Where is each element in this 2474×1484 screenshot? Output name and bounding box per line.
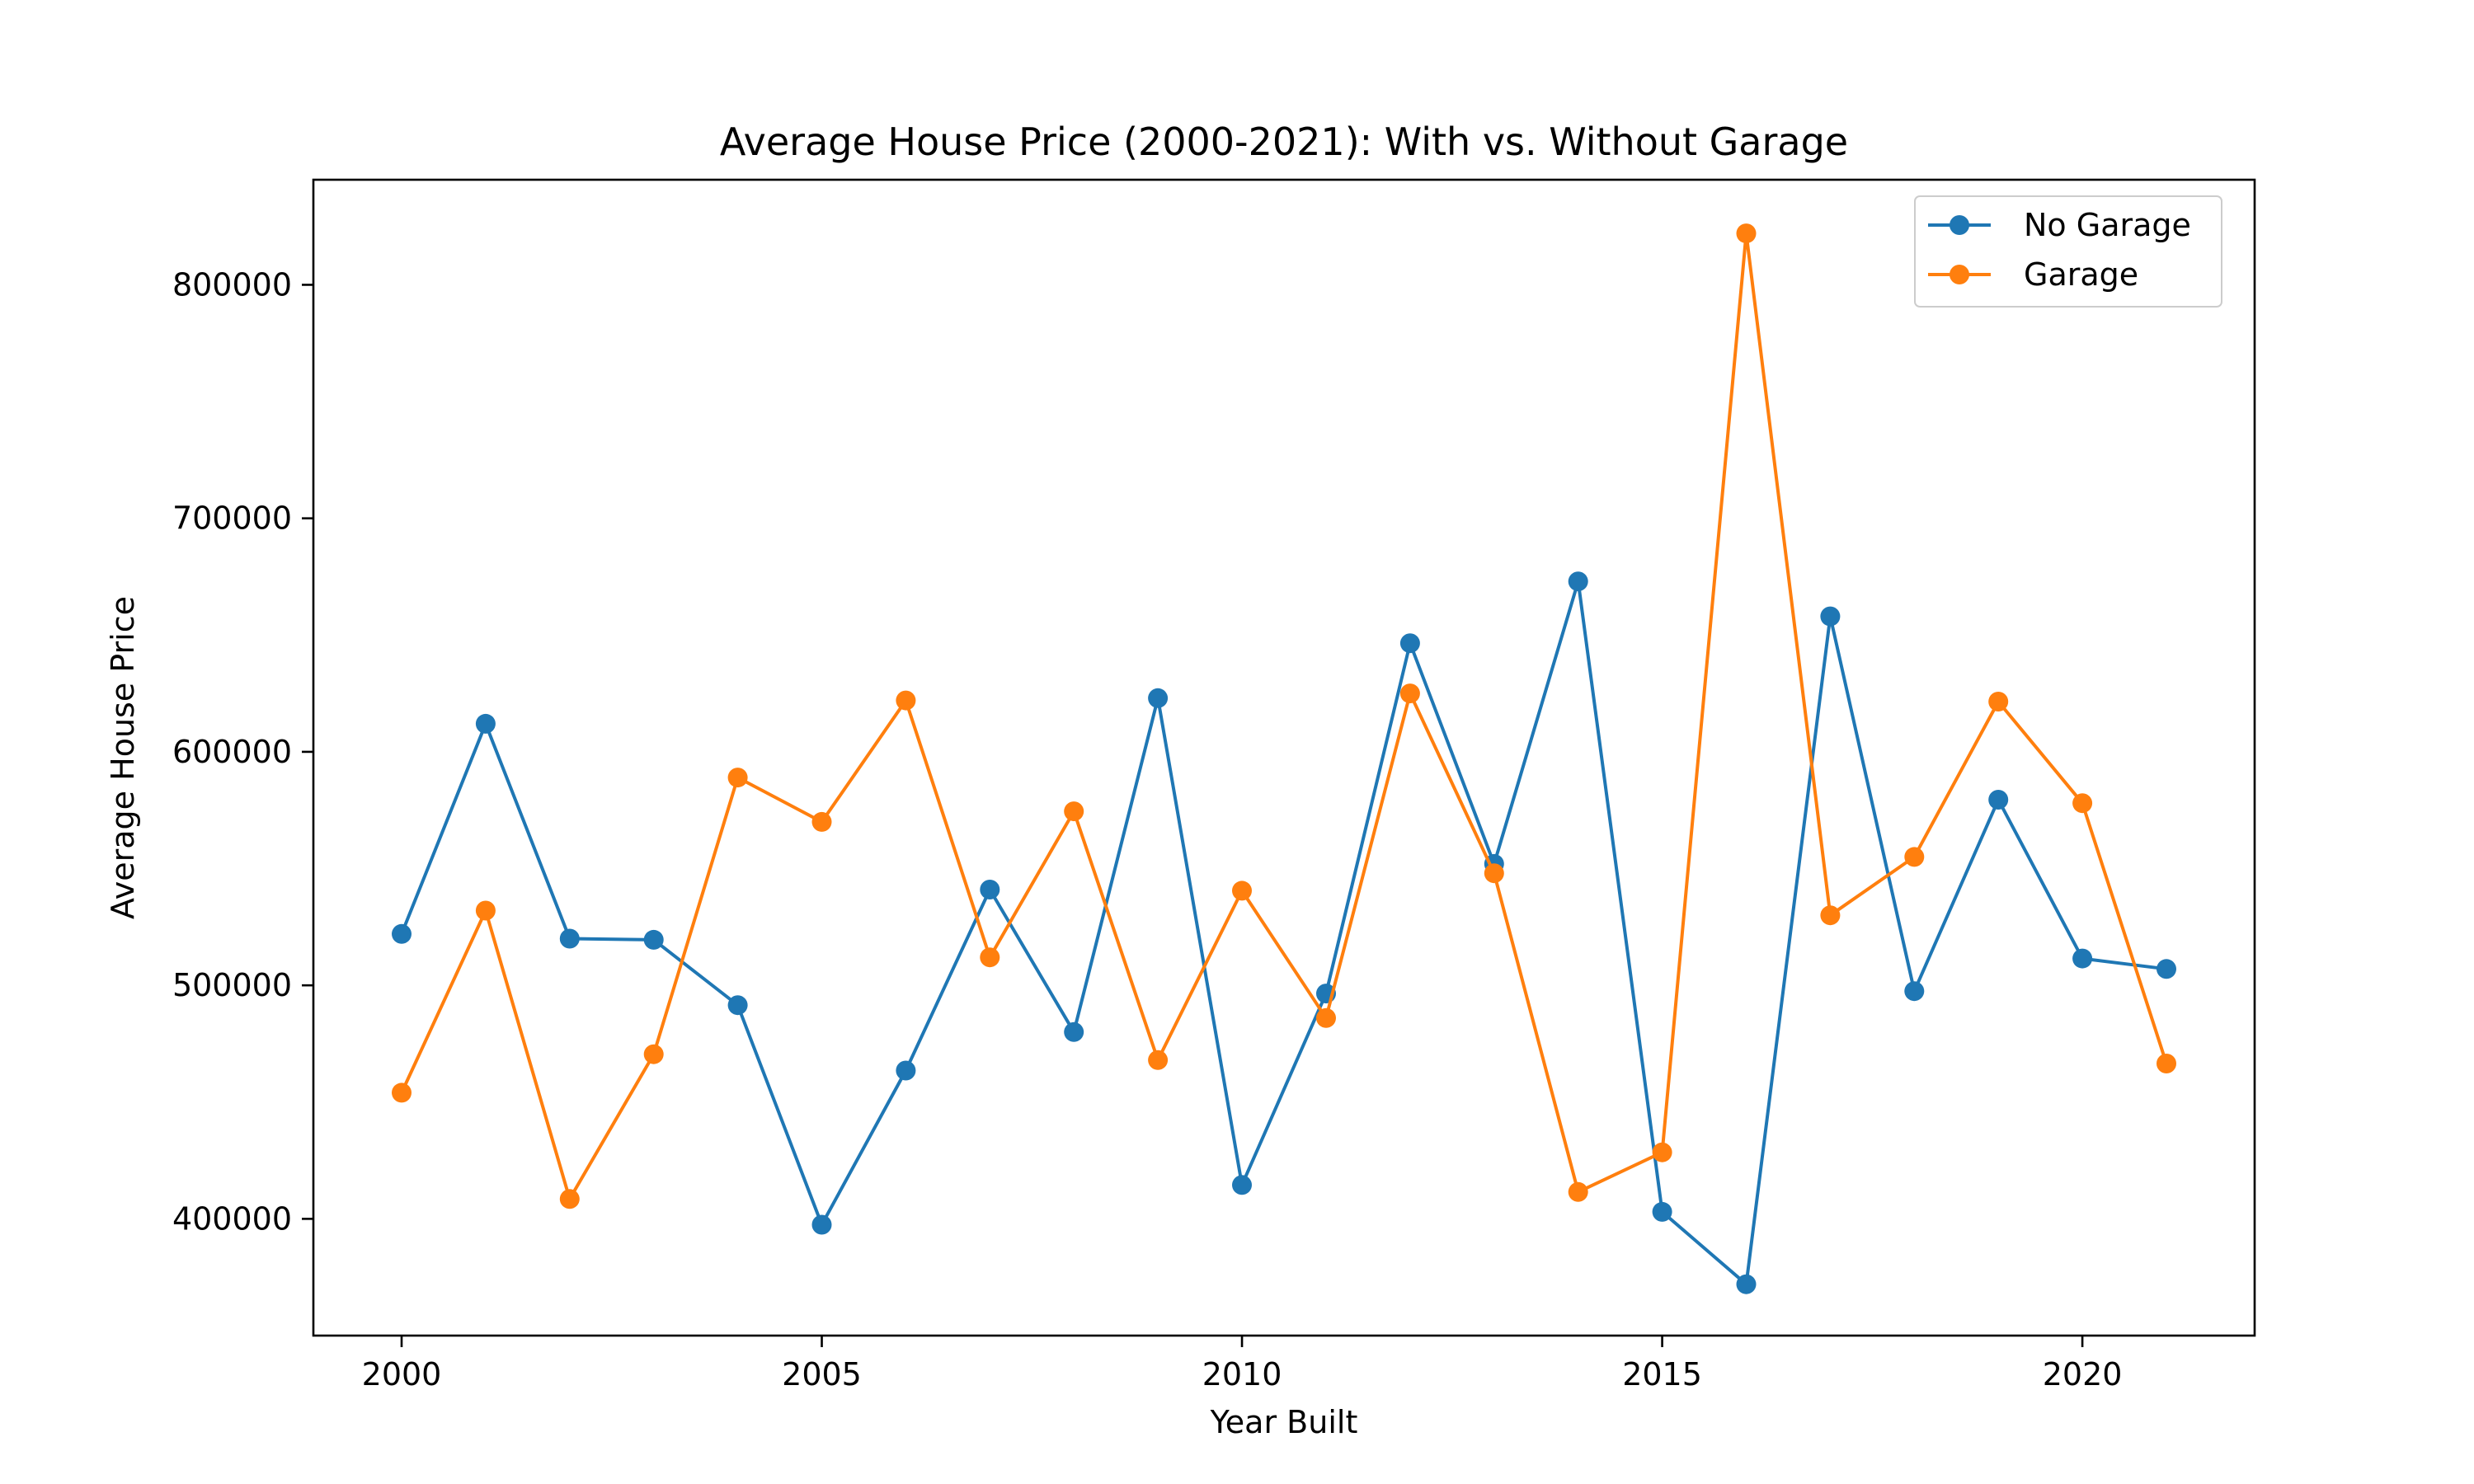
x-tick-label: 2005 — [782, 1356, 862, 1392]
data-point-garage-2003 — [643, 1044, 664, 1064]
data-point-garage-2006 — [896, 690, 916, 711]
data-point-garage-2001 — [475, 900, 496, 921]
series-line-no-garage — [400, 580, 2167, 1286]
data-point-no-garage-2016 — [1736, 1274, 1757, 1294]
legend: No Garage Garage — [1914, 195, 2222, 308]
legend-box — [1914, 195, 2222, 308]
data-point-no-garage-2020 — [2072, 948, 2093, 969]
y-tick-label: 700000 — [172, 500, 292, 537]
data-point-no-garage-2012 — [1399, 633, 1420, 654]
data-point-no-garage-2002 — [559, 928, 580, 949]
x-tick-label: 2000 — [362, 1356, 442, 1392]
y-tick-label: 500000 — [172, 967, 292, 1003]
data-point-no-garage-2017 — [1820, 606, 1841, 627]
data-point-no-garage-2008 — [1064, 1021, 1084, 1042]
series-garage — [392, 223, 2176, 1209]
data-point-no-garage-2007 — [980, 880, 1000, 899]
data-point-garage-2014 — [1568, 1181, 1588, 1202]
data-point-no-garage-2001 — [475, 713, 496, 734]
legend-swatch-marker-no-garage — [1950, 215, 1969, 235]
data-point-garage-2018 — [1904, 847, 1925, 867]
y-axis: 400000 500000 600000 700000 800000 — [172, 266, 313, 1237]
data-point-garage-2019 — [1988, 692, 2009, 711]
data-point-no-garage-2003 — [643, 929, 664, 950]
data-point-garage-2012 — [1399, 683, 1420, 704]
data-point-garage-2017 — [1820, 905, 1841, 926]
data-point-garage-2016 — [1736, 223, 1757, 244]
legend-label-no-garage: No Garage — [2024, 207, 2191, 243]
data-point-no-garage-2000 — [392, 923, 412, 944]
y-axis-label: Average House Price — [105, 596, 141, 919]
x-axis-label: Year Built — [1210, 1404, 1358, 1440]
data-point-garage-2015 — [1652, 1142, 1672, 1162]
series-line-garage — [400, 232, 2168, 1201]
legend-label-garage: Garage — [2024, 256, 2138, 293]
data-point-no-garage-2015 — [1652, 1201, 1672, 1222]
y-tick-label: 800000 — [172, 266, 292, 303]
series-no-garage — [392, 571, 2176, 1294]
data-point-no-garage-2006 — [896, 1060, 916, 1081]
data-point-no-garage-2005 — [811, 1214, 832, 1235]
data-point-garage-2009 — [1148, 1050, 1169, 1070]
x-tick-label: 2010 — [1202, 1356, 1282, 1392]
x-axis: 2000 2005 2010 2015 2020 — [362, 1336, 2123, 1392]
data-point-garage-2021 — [2157, 1054, 2176, 1073]
data-point-no-garage-2009 — [1148, 688, 1169, 708]
data-point-garage-2005 — [811, 811, 832, 832]
x-tick-label: 2020 — [2043, 1356, 2123, 1392]
legend-swatch-marker-garage — [1950, 265, 1969, 284]
data-point-garage-2008 — [1064, 801, 1084, 822]
data-point-no-garage-2021 — [2157, 959, 2176, 979]
data-point-garage-2004 — [727, 768, 748, 788]
data-point-no-garage-2014 — [1568, 571, 1588, 592]
data-point-no-garage-2004 — [727, 995, 748, 1016]
data-point-garage-2011 — [1316, 1007, 1336, 1028]
data-point-no-garage-2010 — [1232, 1175, 1252, 1195]
data-point-no-garage-2019 — [1988, 790, 2009, 810]
plot-area — [392, 223, 2176, 1294]
data-point-garage-2002 — [559, 1189, 580, 1209]
data-point-garage-2013 — [1484, 863, 1504, 884]
data-point-no-garage-2018 — [1904, 981, 1925, 1002]
y-tick-label: 600000 — [172, 734, 292, 770]
chart-title: Average House Price (2000-2021): With vs… — [720, 120, 1848, 164]
data-point-garage-2010 — [1232, 881, 1252, 901]
x-tick-label: 2015 — [1622, 1356, 1702, 1392]
data-point-garage-2007 — [980, 947, 1000, 968]
data-point-garage-2000 — [392, 1082, 412, 1103]
data-point-garage-2020 — [2072, 793, 2093, 814]
axes-frame — [312, 178, 2256, 1337]
y-tick-label: 400000 — [172, 1200, 292, 1237]
